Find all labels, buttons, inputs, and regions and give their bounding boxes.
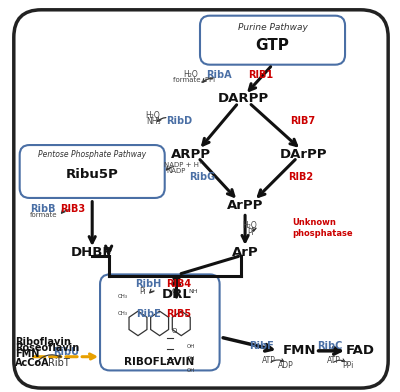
Text: RibT: RibT <box>48 358 70 368</box>
Text: FMN: FMN <box>283 344 317 358</box>
Text: RibF: RibF <box>250 341 274 351</box>
Text: RibD: RibD <box>166 116 193 126</box>
Text: ARPP: ARPP <box>171 147 211 161</box>
Text: formate, PPi: formate, PPi <box>173 77 216 83</box>
Text: RIB3: RIB3 <box>60 204 85 214</box>
Text: RibG: RibG <box>189 172 215 182</box>
Text: Ribu5P: Ribu5P <box>66 168 118 181</box>
Text: CH₃: CH₃ <box>117 294 128 299</box>
Text: Riboflavin: Riboflavin <box>15 337 71 347</box>
Text: RIB4: RIB4 <box>166 279 191 289</box>
Text: OH: OH <box>187 345 196 349</box>
Text: Purine Pathway: Purine Pathway <box>238 23 308 32</box>
Text: FMN: FMN <box>15 349 39 359</box>
Text: RibB: RibB <box>30 204 55 214</box>
Text: DRL: DRL <box>162 288 192 301</box>
Text: CH₃: CH₃ <box>117 311 128 316</box>
Text: OH: OH <box>187 356 196 361</box>
Text: RibA: RibA <box>206 70 232 80</box>
Text: PPi: PPi <box>342 361 353 370</box>
Text: RibU: RibU <box>53 347 79 357</box>
Text: Pi: Pi <box>247 228 254 236</box>
Text: NH: NH <box>188 289 198 294</box>
Text: O: O <box>172 328 177 334</box>
Text: AcCoA: AcCoA <box>15 358 50 368</box>
Text: NADP + H⁺: NADP + H⁺ <box>164 162 203 168</box>
Text: GTP: GTP <box>256 38 290 53</box>
Text: DARPP: DARPP <box>218 92 269 105</box>
Text: Pentose Phosphate Pathway: Pentose Phosphate Pathway <box>38 151 146 159</box>
Text: RIB1: RIB1 <box>248 70 273 80</box>
Text: ADP: ADP <box>278 361 293 370</box>
Text: RIB7: RIB7 <box>290 116 315 126</box>
Text: formate: formate <box>30 212 57 218</box>
Text: RIB2: RIB2 <box>288 172 314 182</box>
Text: FAD: FAD <box>346 344 375 358</box>
Text: H₂O: H₂O <box>145 111 160 120</box>
Text: RibH: RibH <box>135 279 161 289</box>
Text: O: O <box>172 288 177 294</box>
Text: RibE: RibE <box>136 309 161 319</box>
Text: DArPP: DArPP <box>279 147 327 161</box>
Text: NADP: NADP <box>166 167 186 174</box>
Text: NH₃: NH₃ <box>146 117 161 125</box>
FancyBboxPatch shape <box>14 10 388 388</box>
Text: ArPP: ArPP <box>227 198 263 212</box>
Text: ATP: ATP <box>262 356 276 365</box>
Text: RibC: RibC <box>317 341 342 351</box>
Text: ATP: ATP <box>327 356 341 365</box>
Text: H₂O: H₂O <box>184 70 198 79</box>
FancyBboxPatch shape <box>100 274 220 370</box>
Text: RIB5: RIB5 <box>166 309 191 319</box>
Text: ArP: ArP <box>232 246 258 260</box>
Text: RIBOFLAVIN: RIBOFLAVIN <box>124 356 195 367</box>
Text: Roseoflavin: Roseoflavin <box>15 343 79 353</box>
Text: OH: OH <box>187 368 196 373</box>
Text: DHBP: DHBP <box>71 246 113 260</box>
FancyBboxPatch shape <box>200 16 345 65</box>
Text: H₂O: H₂O <box>242 221 257 230</box>
FancyBboxPatch shape <box>20 145 165 198</box>
Text: Unknown
phosphatase: Unknown phosphatase <box>292 218 353 238</box>
Text: Pi: Pi <box>139 287 146 296</box>
